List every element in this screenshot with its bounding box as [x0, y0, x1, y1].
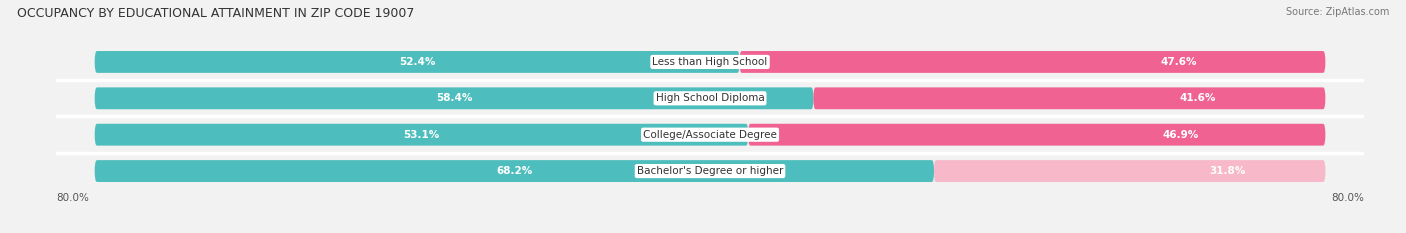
FancyBboxPatch shape [748, 124, 1326, 146]
Text: OCCUPANCY BY EDUCATIONAL ATTAINMENT IN ZIP CODE 19007: OCCUPANCY BY EDUCATIONAL ATTAINMENT IN Z… [17, 7, 415, 20]
FancyBboxPatch shape [94, 87, 1326, 109]
FancyBboxPatch shape [94, 124, 1326, 146]
Text: High School Diploma: High School Diploma [655, 93, 765, 103]
Text: 52.4%: 52.4% [399, 57, 436, 67]
FancyBboxPatch shape [94, 51, 1326, 73]
Text: 80.0%: 80.0% [1331, 193, 1364, 203]
FancyBboxPatch shape [94, 124, 748, 146]
Text: Less than High School: Less than High School [652, 57, 768, 67]
Text: 80.0%: 80.0% [56, 193, 89, 203]
FancyBboxPatch shape [814, 87, 1326, 109]
FancyBboxPatch shape [934, 160, 1326, 182]
Text: 58.4%: 58.4% [436, 93, 472, 103]
FancyBboxPatch shape [94, 160, 1326, 182]
FancyBboxPatch shape [94, 160, 934, 182]
Text: Source: ZipAtlas.com: Source: ZipAtlas.com [1285, 7, 1389, 17]
Text: 47.6%: 47.6% [1161, 57, 1197, 67]
Text: 68.2%: 68.2% [496, 166, 533, 176]
Text: 46.9%: 46.9% [1163, 130, 1199, 140]
Text: 31.8%: 31.8% [1209, 166, 1246, 176]
Text: 41.6%: 41.6% [1180, 93, 1216, 103]
FancyBboxPatch shape [94, 87, 814, 109]
Text: Bachelor's Degree or higher: Bachelor's Degree or higher [637, 166, 783, 176]
Text: 53.1%: 53.1% [404, 130, 440, 140]
FancyBboxPatch shape [740, 51, 1326, 73]
FancyBboxPatch shape [94, 51, 740, 73]
Text: College/Associate Degree: College/Associate Degree [643, 130, 778, 140]
